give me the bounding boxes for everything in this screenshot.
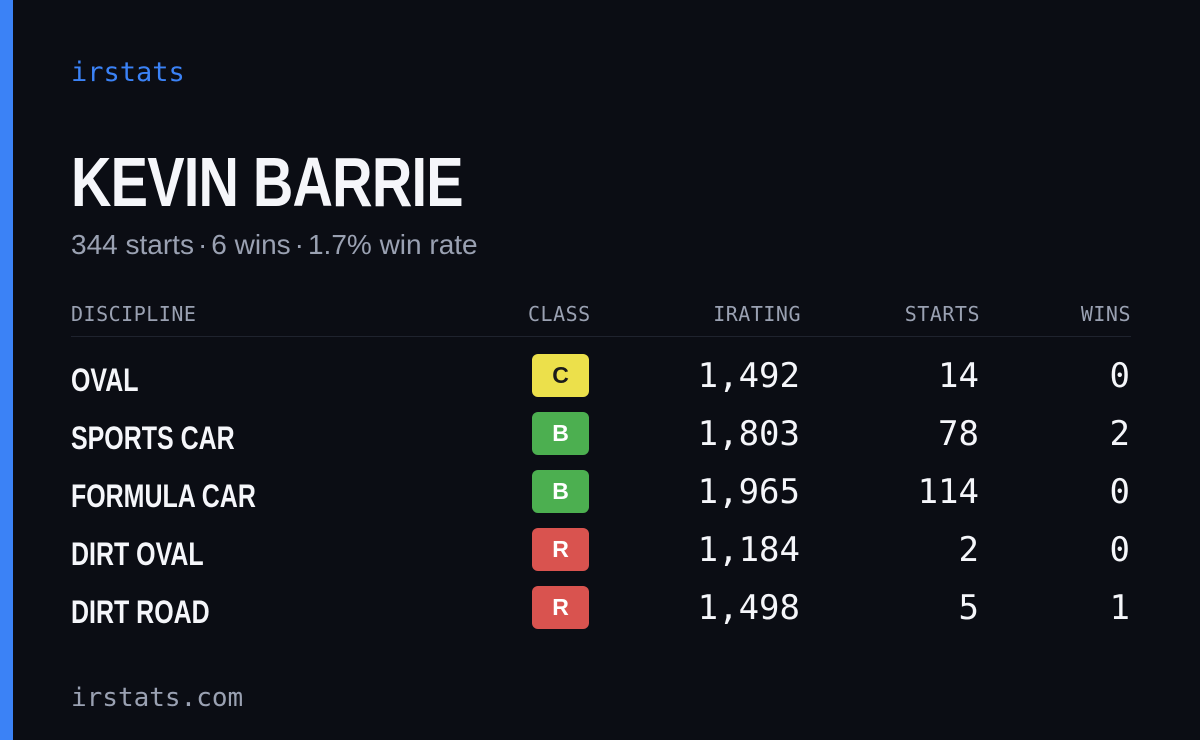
class-badge: B	[532, 412, 589, 455]
discipline-name: SPORTS CAR	[71, 420, 235, 456]
total-wins: 6 wins	[211, 229, 291, 260]
irating-value: 1,492	[697, 356, 800, 396]
header-irating: IRATING	[713, 302, 801, 326]
irating-value: 1,184	[697, 530, 800, 570]
table-row: DIRT ROAD R 1,498 5 1	[71, 579, 1131, 637]
total-starts: 344 starts	[71, 229, 194, 260]
discipline-table: DISCIPLINE CLASS IRATING STARTS WINS OVA…	[71, 296, 1131, 630]
class-badge: B	[532, 470, 589, 513]
header-class: CLASS	[528, 302, 591, 326]
wins-value: 0	[1109, 472, 1130, 512]
driver-summary: 344 starts · 6 wins · 1.7% win rate	[71, 228, 478, 262]
table-row: OVAL C 1,492 14 0	[71, 347, 1131, 405]
starts-value: 78	[938, 414, 979, 454]
class-badge: R	[532, 528, 589, 571]
discipline-name: OVAL	[71, 362, 139, 398]
footer-url: irstats.com	[71, 683, 244, 713]
header-wins: WINS	[1080, 302, 1131, 326]
accent-bar	[0, 0, 13, 740]
separator: ·	[294, 229, 304, 260]
table-header: DISCIPLINE CLASS IRATING STARTS WINS	[71, 296, 1131, 337]
win-rate: 1.7% win rate	[307, 229, 478, 260]
starts-value: 14	[938, 356, 979, 396]
wins-value: 2	[1109, 414, 1130, 454]
table-body: OVAL C 1,492 14 0 SPORTS CAR B 1,803 78 …	[71, 347, 1131, 637]
header-starts: STARTS	[904, 302, 980, 326]
irating-value: 1,965	[697, 472, 800, 512]
discipline-name: DIRT OVAL	[71, 536, 204, 572]
discipline-name: FORMULA CAR	[71, 478, 256, 514]
starts-value: 5	[958, 588, 979, 628]
table-row: FORMULA CAR B 1,965 114 0	[71, 463, 1131, 521]
class-badge: C	[532, 354, 589, 397]
irating-value: 1,498	[697, 588, 800, 628]
separator: ·	[197, 229, 208, 260]
irating-value: 1,803	[697, 414, 800, 454]
driver-name: KEVIN BARRIE	[71, 143, 464, 221]
wins-value: 0	[1109, 530, 1130, 570]
starts-value: 2	[958, 530, 979, 570]
discipline-name: DIRT ROAD	[71, 594, 210, 630]
starts-value: 114	[917, 472, 979, 512]
header-discipline: DISCIPLINE	[71, 302, 197, 326]
table-row: SPORTS CAR B 1,803 78 2	[71, 405, 1131, 463]
table-row: DIRT OVAL R 1,184 2 0	[71, 521, 1131, 579]
brand-logo: irstats	[71, 57, 185, 88]
wins-value: 1	[1109, 588, 1130, 628]
wins-value: 0	[1109, 356, 1130, 396]
class-badge: R	[532, 586, 589, 629]
